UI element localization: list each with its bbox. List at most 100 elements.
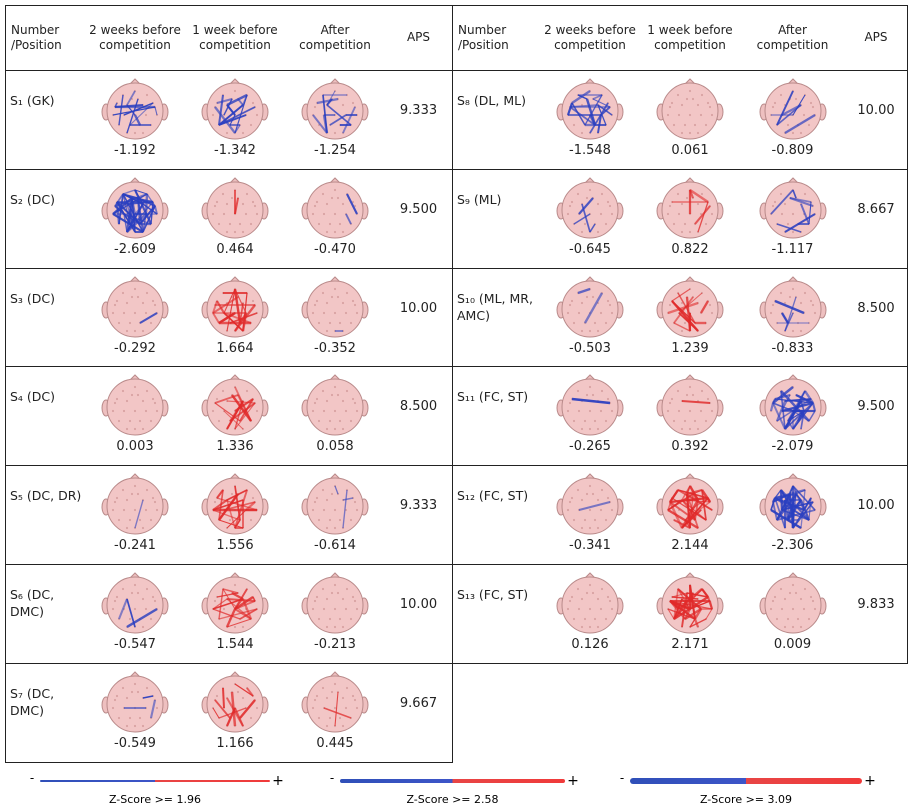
connectivity-head	[555, 374, 625, 438]
electrode	[131, 691, 133, 693]
electrode	[339, 717, 341, 719]
electrode	[323, 608, 325, 610]
z-score: 2.144	[640, 538, 740, 553]
electrode	[684, 124, 686, 126]
electrode	[342, 231, 344, 233]
electrode	[326, 231, 328, 233]
electrode	[142, 527, 144, 529]
z-score: -0.503	[540, 341, 640, 356]
electrode	[611, 410, 613, 412]
electrode	[334, 311, 336, 313]
electrode	[342, 400, 344, 402]
electrode	[689, 428, 691, 430]
electrode	[129, 618, 131, 620]
connectivity-head	[758, 473, 828, 537]
header-cell: 1 week before competition	[187, 5, 283, 70]
electrode	[146, 489, 148, 491]
electrode	[146, 94, 148, 96]
legend-plus: +	[864, 773, 876, 789]
z-score: -0.265	[540, 439, 640, 454]
electrode	[231, 197, 233, 199]
connectivity-head	[300, 473, 370, 537]
z-score: -1.548	[540, 143, 640, 158]
electrode	[669, 303, 671, 305]
electrode	[771, 600, 773, 602]
electrode	[116, 596, 118, 598]
electrode	[339, 519, 341, 521]
electrode	[314, 402, 316, 404]
electrode	[573, 124, 575, 126]
electrode	[594, 420, 596, 422]
electrode	[322, 687, 324, 689]
electrode	[316, 398, 318, 400]
electrode	[567, 311, 569, 313]
electrode	[229, 519, 231, 521]
electrode	[334, 132, 336, 134]
electrode	[356, 311, 358, 313]
electrode	[677, 193, 679, 195]
electrode	[137, 691, 139, 693]
electrode	[705, 124, 707, 126]
electrode	[318, 321, 320, 323]
electrode	[252, 299, 254, 301]
electrode	[112, 707, 114, 709]
electrode	[689, 386, 691, 388]
electrode	[773, 596, 775, 598]
electrode	[345, 410, 347, 412]
connectivity-head	[100, 671, 170, 735]
electrode	[316, 497, 318, 499]
electrode	[134, 287, 136, 289]
electrode	[791, 329, 793, 331]
connection	[146, 194, 147, 214]
electrode	[116, 695, 118, 697]
electrode	[600, 608, 602, 610]
electrode	[137, 493, 139, 495]
electrode	[771, 106, 773, 108]
electrode	[573, 420, 575, 422]
electrode	[791, 608, 793, 610]
electrode	[611, 509, 613, 511]
electrode	[314, 501, 316, 503]
electrode	[811, 600, 813, 602]
electrode	[791, 626, 793, 628]
electrode	[116, 398, 118, 400]
electrode	[571, 596, 573, 598]
electrode	[594, 618, 596, 620]
electrode	[581, 527, 583, 529]
header-cell: APS	[387, 5, 450, 70]
electrode	[597, 499, 599, 501]
electrode	[352, 596, 354, 598]
electrode	[783, 203, 785, 205]
electrode	[212, 213, 214, 215]
electrode	[126, 697, 128, 699]
electrode	[145, 311, 147, 313]
legend-plus: +	[567, 773, 579, 789]
electrode	[788, 592, 790, 594]
electrode	[807, 618, 809, 620]
electrode	[342, 104, 344, 106]
row-divider	[5, 169, 452, 170]
electrode	[312, 509, 314, 511]
electrode	[337, 592, 339, 594]
electrode	[331, 592, 333, 594]
electrode	[611, 213, 613, 215]
electrode	[134, 485, 136, 487]
electrode	[684, 321, 686, 323]
aps-score: 9.667	[385, 696, 452, 711]
electrode	[222, 193, 224, 195]
electrode	[214, 205, 216, 207]
electrode	[771, 303, 773, 305]
electrode	[154, 402, 156, 404]
electrode	[139, 420, 141, 422]
electrode	[152, 596, 154, 598]
electrode	[329, 223, 331, 225]
electrode	[312, 707, 314, 709]
electrode	[586, 592, 588, 594]
electrode	[337, 295, 339, 297]
electrode	[689, 132, 691, 134]
electrode	[689, 114, 691, 116]
electrode	[156, 707, 158, 709]
electrode	[671, 102, 673, 104]
z-score: 0.464	[185, 242, 285, 257]
electrode	[329, 717, 331, 719]
